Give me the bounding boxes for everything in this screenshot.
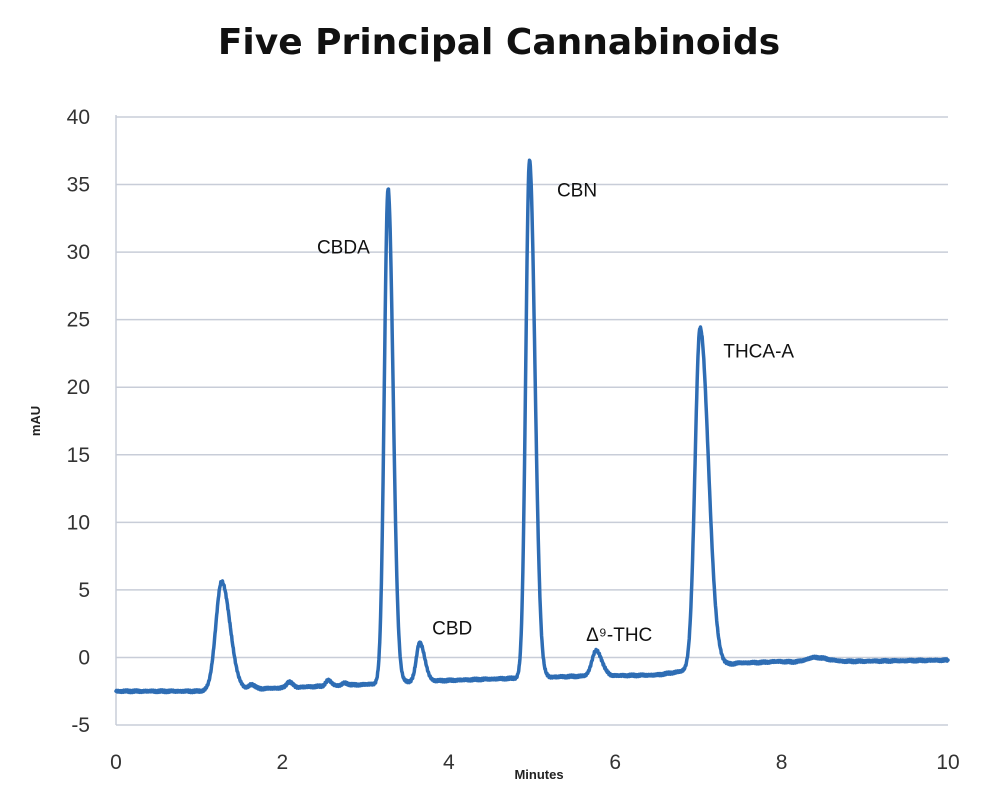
y-tick-labels: -5 0 5 10 15 20 25 30 35 40	[67, 106, 90, 737]
x-tick-label: 8	[776, 751, 788, 774]
peak-labels: CBDA CBD CBN Δ⁹-THC THCA-A	[317, 181, 794, 647]
x-tick-label: 4	[443, 751, 455, 774]
x-tick-labels: 0 2 4 6 8 10	[110, 751, 960, 774]
peak-label: CBD	[432, 618, 472, 639]
y-tick-label: 30	[67, 241, 90, 264]
peak-label: CBN	[557, 181, 597, 202]
x-tick-label: 2	[277, 751, 289, 774]
peak-label: CBDA	[317, 237, 370, 258]
y-tick-label: 25	[67, 309, 90, 332]
y-tick-label: 35	[67, 174, 90, 197]
x-tick-label: 6	[609, 751, 621, 774]
y-tick-label: 15	[67, 444, 90, 467]
peak-label: THCA-A	[723, 341, 794, 362]
chart-title: Five Principal Cannabinoids	[217, 22, 781, 63]
x-tick-label: 0	[110, 751, 122, 774]
gridlines	[116, 116, 948, 726]
peak-label: Δ⁹-THC	[586, 625, 652, 646]
y-axis-title: mAU	[28, 406, 43, 436]
x-axis-title: Minutes	[514, 767, 563, 782]
y-tick-label: 10	[67, 511, 90, 534]
y-tick-label: 20	[67, 376, 90, 399]
x-tick-label: 10	[936, 751, 959, 774]
y-tick-label: -5	[71, 714, 90, 737]
y-tick-label: 0	[78, 646, 90, 669]
y-tick-label: 5	[78, 579, 90, 602]
y-tick-label: 40	[67, 106, 90, 129]
chromatogram-line	[114, 158, 950, 695]
